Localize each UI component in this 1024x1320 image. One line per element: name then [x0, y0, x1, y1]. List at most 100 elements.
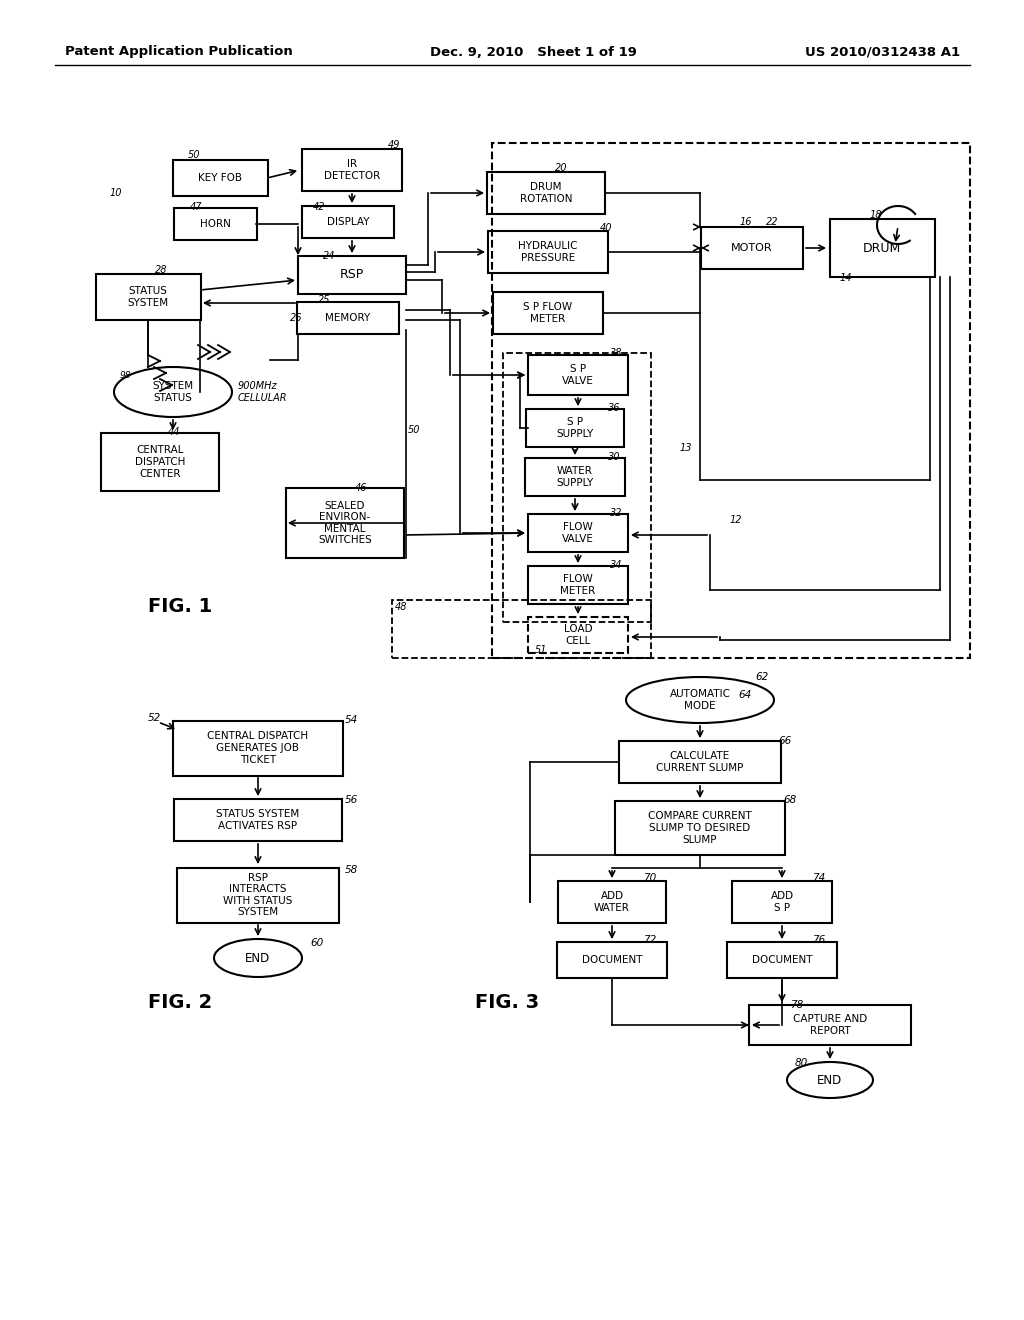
Bar	[525, 458, 625, 496]
Text: ADD
S P: ADD S P	[770, 891, 794, 913]
Bar	[557, 942, 667, 978]
Text: RSP
INTERACTS
WITH STATUS
SYSTEM: RSP INTERACTS WITH STATUS SYSTEM	[223, 873, 293, 917]
Text: 47: 47	[190, 202, 203, 213]
Text: 28: 28	[155, 265, 168, 275]
Text: 20: 20	[555, 162, 567, 173]
Text: 30: 30	[608, 451, 621, 462]
Text: 48: 48	[395, 602, 408, 612]
Text: 10: 10	[110, 187, 123, 198]
Text: 34: 34	[610, 560, 623, 570]
Bar	[528, 566, 628, 605]
Bar	[302, 206, 394, 238]
Bar	[618, 741, 781, 783]
Text: 56: 56	[345, 795, 358, 805]
Text: CAPTURE AND
REPORT: CAPTURE AND REPORT	[793, 1014, 867, 1036]
Text: 50: 50	[408, 425, 421, 436]
Text: 16: 16	[740, 216, 753, 227]
Text: 49: 49	[388, 140, 400, 150]
Text: S P
VALVE: S P VALVE	[562, 364, 594, 385]
Text: 76: 76	[812, 935, 825, 945]
Text: FIG. 1: FIG. 1	[148, 598, 212, 616]
Text: DRUM
ROTATION: DRUM ROTATION	[520, 182, 572, 203]
Bar	[493, 292, 603, 334]
Text: 14: 14	[840, 273, 853, 282]
Text: CENTRAL
DISPATCH
CENTER: CENTRAL DISPATCH CENTER	[135, 445, 185, 479]
Text: 51: 51	[535, 645, 548, 655]
Text: END: END	[817, 1073, 843, 1086]
Bar	[528, 513, 628, 552]
Bar	[172, 160, 267, 195]
Text: END: END	[246, 952, 270, 965]
Bar	[302, 149, 402, 191]
Text: COMPARE CURRENT
SLUMP TO DESIRED
SLUMP: COMPARE CURRENT SLUMP TO DESIRED SLUMP	[648, 812, 752, 845]
Text: 54: 54	[345, 715, 358, 725]
Bar	[503, 352, 651, 622]
Text: 44: 44	[168, 426, 180, 437]
Text: 40: 40	[600, 223, 612, 234]
Text: 13: 13	[680, 444, 692, 453]
Text: 58: 58	[345, 865, 358, 875]
Bar	[526, 409, 624, 447]
Text: 72: 72	[643, 935, 656, 945]
Bar	[528, 355, 628, 395]
Text: 64: 64	[738, 690, 752, 700]
Text: DISPLAY: DISPLAY	[327, 216, 370, 227]
Text: 98: 98	[120, 371, 131, 380]
Bar	[732, 880, 831, 923]
Text: CENTRAL DISPATCH
GENERATES JOB
TICKET: CENTRAL DISPATCH GENERATES JOB TICKET	[208, 731, 308, 764]
Text: S P
SUPPLY: S P SUPPLY	[556, 417, 594, 438]
Bar	[174, 799, 342, 841]
Text: 70: 70	[643, 873, 656, 883]
Bar	[286, 488, 404, 558]
Text: 52: 52	[148, 713, 161, 723]
Text: 74: 74	[812, 873, 825, 883]
Text: 42: 42	[313, 202, 326, 213]
Bar	[558, 880, 666, 923]
Text: KEY FOB: KEY FOB	[198, 173, 242, 183]
Text: MEMORY: MEMORY	[326, 313, 371, 323]
Bar	[297, 302, 399, 334]
Text: STATUS
SYSTEM: STATUS SYSTEM	[127, 286, 169, 308]
Bar	[101, 433, 219, 491]
Bar	[615, 801, 785, 855]
Text: IR
DETECTOR: IR DETECTOR	[324, 160, 380, 181]
Bar	[701, 227, 803, 269]
Text: 26: 26	[290, 313, 302, 323]
Text: SEALED
ENVIRON-
MENTAL
SWITCHES: SEALED ENVIRON- MENTAL SWITCHES	[318, 500, 372, 545]
Text: DOCUMENT: DOCUMENT	[582, 954, 642, 965]
Bar	[492, 143, 970, 657]
Text: US 2010/0312438 A1: US 2010/0312438 A1	[805, 45, 961, 58]
Bar	[173, 209, 256, 240]
Text: DOCUMENT: DOCUMENT	[752, 954, 812, 965]
Text: 68: 68	[783, 795, 797, 805]
Text: WATER
SUPPLY: WATER SUPPLY	[556, 466, 594, 488]
Text: FLOW
VALVE: FLOW VALVE	[562, 523, 594, 544]
Text: FIG. 2: FIG. 2	[148, 993, 212, 1011]
Text: 46: 46	[355, 483, 368, 492]
Text: AUTOMATIC
MODE: AUTOMATIC MODE	[670, 689, 730, 710]
Bar	[487, 172, 605, 214]
Bar	[173, 721, 343, 776]
Text: DRUM: DRUM	[863, 242, 901, 255]
Text: MOTOR: MOTOR	[731, 243, 773, 253]
Text: LOAD
CELL: LOAD CELL	[563, 624, 592, 645]
Bar	[749, 1005, 911, 1045]
Text: 32: 32	[610, 508, 623, 517]
Text: FIG. 3: FIG. 3	[475, 993, 539, 1011]
Text: HYDRAULIC
PRESSURE: HYDRAULIC PRESSURE	[518, 242, 578, 263]
Bar	[392, 601, 651, 657]
Text: SYSTEM
STATUS: SYSTEM STATUS	[153, 381, 194, 403]
Text: STATUS SYSTEM
ACTIVATES RSP: STATUS SYSTEM ACTIVATES RSP	[216, 809, 300, 830]
Text: Patent Application Publication: Patent Application Publication	[65, 45, 293, 58]
Text: 24: 24	[323, 251, 336, 261]
Text: 66: 66	[778, 737, 792, 746]
Text: Dec. 9, 2010   Sheet 1 of 19: Dec. 9, 2010 Sheet 1 of 19	[430, 45, 637, 58]
Bar	[177, 867, 339, 923]
Text: S P FLOW
METER: S P FLOW METER	[523, 302, 572, 323]
Text: FLOW
METER: FLOW METER	[560, 574, 596, 595]
Text: 78: 78	[790, 1001, 803, 1010]
Bar	[727, 942, 837, 978]
Text: 900MHz
CELLULAR: 900MHz CELLULAR	[238, 381, 288, 403]
Text: 36: 36	[608, 403, 621, 413]
Text: RSP: RSP	[340, 268, 365, 281]
